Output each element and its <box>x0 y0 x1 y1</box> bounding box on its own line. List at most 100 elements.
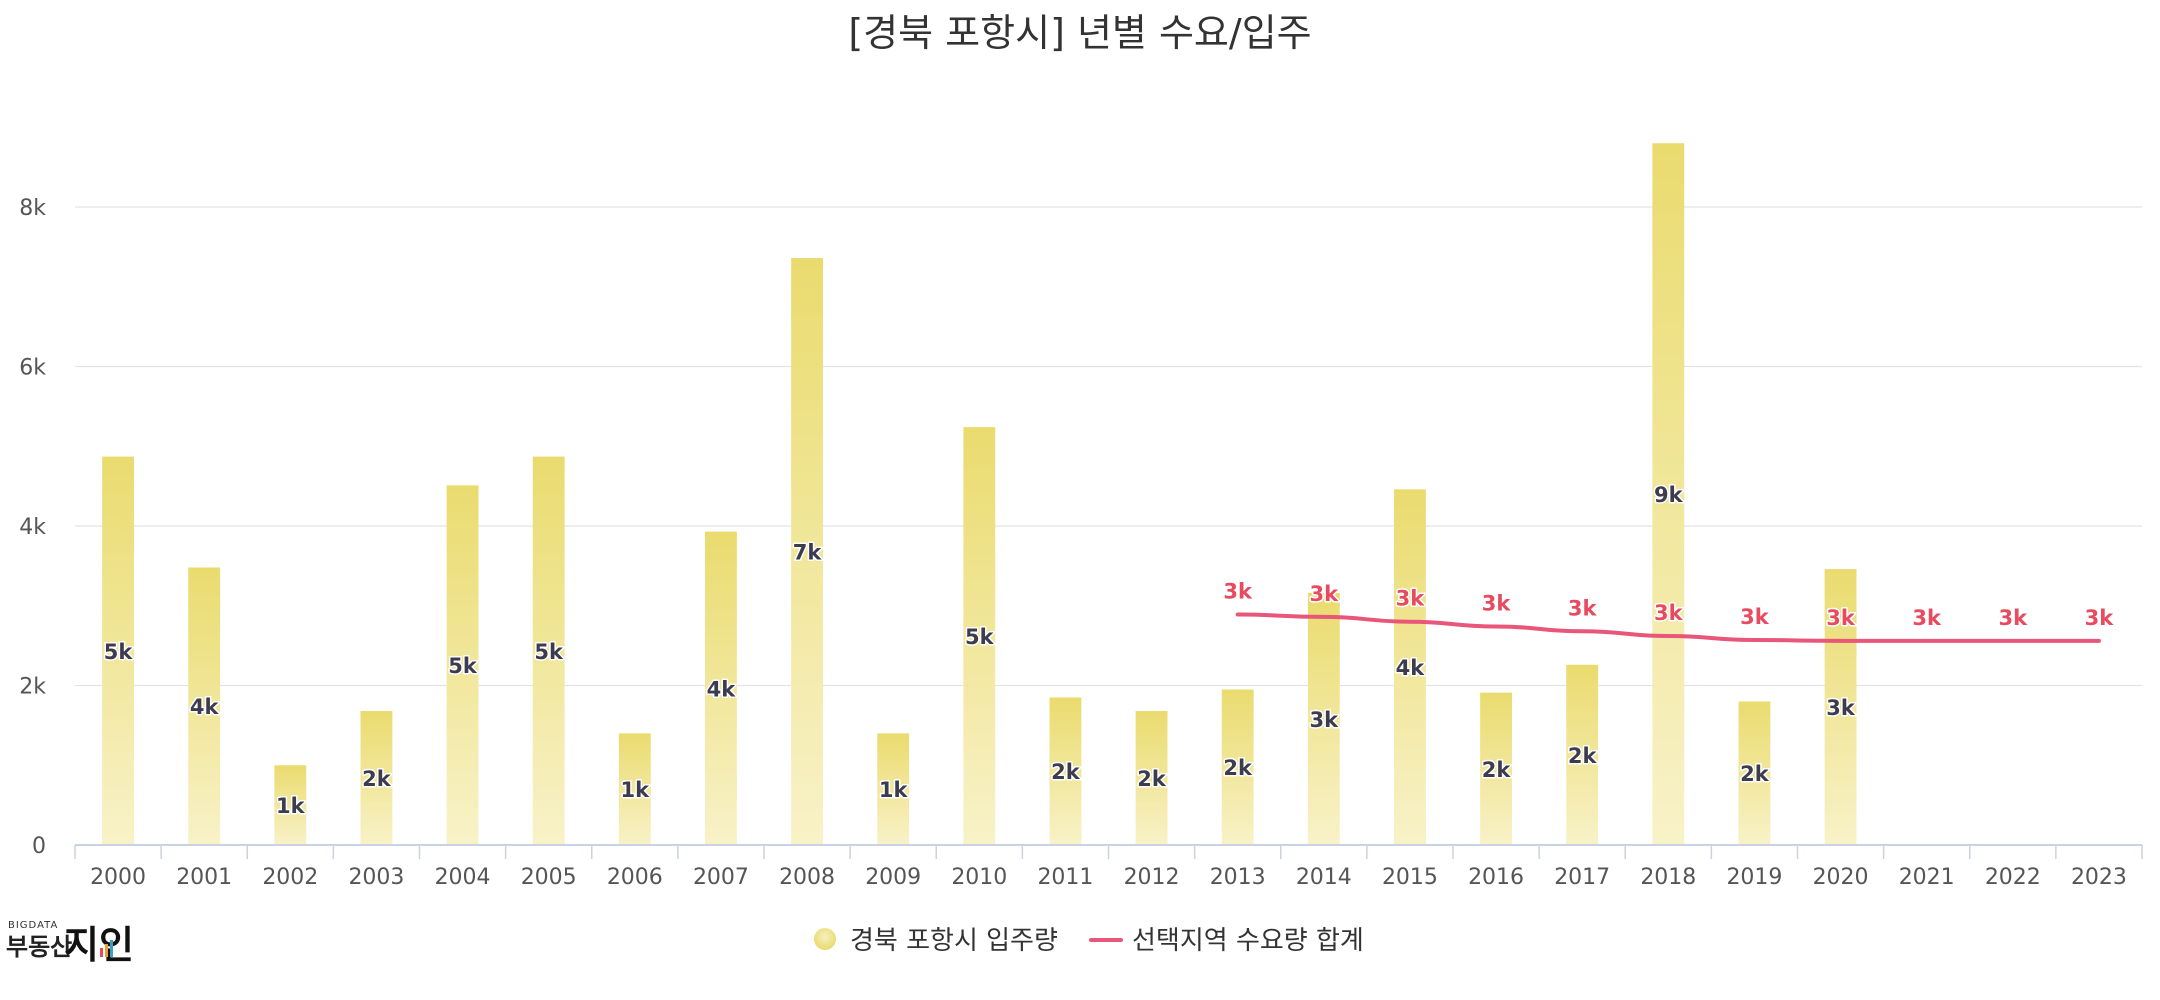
legend-item-line[interactable]: 선택지역 수요량 합계 <box>1089 926 1364 956</box>
bar-label-2005: 5k <box>534 640 564 664</box>
bar-2005[interactable] <box>532 456 565 845</box>
x-tick-label: 2011 <box>1037 865 1093 890</box>
bar-2017[interactable] <box>1566 664 1599 845</box>
x-tick-label: 2018 <box>1640 865 1696 890</box>
x-tick-label: 2012 <box>1124 865 1180 890</box>
x-tick-label: 2016 <box>1468 865 1524 890</box>
bar-2000[interactable] <box>102 456 134 845</box>
x-tick-label: 2009 <box>865 865 921 890</box>
x-tick-label: 2001 <box>176 865 232 890</box>
bar-label-2008: 7k <box>793 541 823 565</box>
x-tick-label: 2000 <box>90 865 146 890</box>
x-tick-label: 2021 <box>1899 865 1955 890</box>
x-tick-label: 2003 <box>348 865 404 890</box>
line-label-2021: 3k <box>1912 606 1942 630</box>
logo-main-text: 부동산 <box>6 933 72 961</box>
legend[interactable]: 경북 포항시 입주량 선택지역 수요량 합계 <box>814 926 1364 956</box>
bar-2002[interactable] <box>274 765 307 845</box>
bar-label-2013: 2k <box>1223 756 1253 780</box>
bar-2018[interactable] <box>1652 143 1685 845</box>
bar-2001[interactable] <box>188 567 221 845</box>
x-tick-label: 2007 <box>693 865 749 890</box>
bar-label-2001: 4k <box>190 695 220 719</box>
legend-item-bar[interactable]: 경북 포항시 입주량 <box>814 926 1058 956</box>
bar-label-2002: 1k <box>276 794 306 818</box>
bar-label-2015: 4k <box>1396 656 1426 680</box>
bar-2004[interactable] <box>446 485 479 845</box>
bar-label-2007: 4k <box>707 677 737 701</box>
logo-bar-blue <box>110 940 113 957</box>
bar-2012[interactable] <box>1135 711 1168 845</box>
x-tick-label: 2005 <box>521 865 577 890</box>
bar-data-labels: 5k 4k 1k 2k 5k 5k 1k 4k 7k 1k 5k 2k 2k 2k 3k 4k 2k 2k 9k 2k… <box>102 482 1857 820</box>
line-label-2018: 3k <box>1654 601 1684 625</box>
bar-label-2003: 2k <box>362 767 392 791</box>
line-label-2015: 3k <box>1396 587 1426 611</box>
bar-2014[interactable] <box>1307 592 1340 845</box>
y-tick-label: 8k <box>19 196 46 221</box>
demand-line[interactable] <box>1235 612 2101 643</box>
logo-bigdata-text: BIGDATA <box>8 920 58 931</box>
logo: BIGDATA 부동산 지인 <box>6 920 134 967</box>
bar-2006[interactable] <box>618 733 651 845</box>
gridlines <box>75 206 2142 687</box>
x-tick-label: 2002 <box>262 865 318 890</box>
line-series <box>1235 612 2101 643</box>
bar-2011[interactable] <box>1049 697 1082 845</box>
bar-2008[interactable] <box>791 258 823 845</box>
bar-2007[interactable] <box>705 531 737 845</box>
x-tick-label: 2010 <box>951 865 1007 890</box>
x-tick-label: 2008 <box>779 865 835 890</box>
bar-2003[interactable] <box>360 711 393 845</box>
bar-label-2017: 2k <box>1568 744 1598 768</box>
x-tick-label: 2015 <box>1382 865 1438 890</box>
logo-brand-text: 지인 <box>64 923 134 967</box>
bar-2015[interactable] <box>1394 489 1426 845</box>
bar-label-2011: 2k <box>1051 760 1081 784</box>
x-tick-label: 2004 <box>435 865 491 890</box>
y-axis: 0 2k 4k 6k 8k <box>19 196 46 859</box>
bar-2013[interactable] <box>1221 689 1254 845</box>
bar-2009[interactable] <box>877 733 910 845</box>
bar-label-2012: 2k <box>1137 767 1167 791</box>
bar-label-2004: 5k <box>448 654 478 678</box>
x-tick-label: 2019 <box>1726 865 1782 890</box>
bar-label-2018: 9k <box>1654 483 1684 507</box>
bar-2019[interactable] <box>1738 701 1771 845</box>
line-label-2014: 3k <box>1310 582 1340 606</box>
bar-label-2010: 5k <box>965 625 995 649</box>
x-tick-label: 2014 <box>1296 865 1352 890</box>
legend-line-label: 선택지역 수요량 합계 <box>1132 926 1364 956</box>
line-label-2013: 3k <box>1223 580 1253 604</box>
bar-2010[interactable] <box>963 427 996 845</box>
logo-bar-orange <box>105 944 108 957</box>
x-tick-label: 2013 <box>1210 865 1266 890</box>
bar-series <box>102 143 1857 845</box>
legend-bar-marker <box>814 928 836 950</box>
x-axis: 2000 2001 2002 2003 2004 2005 2006 2007 2008 2009… <box>74 844 2143 890</box>
bar-label-2009: 1k <box>879 778 909 802</box>
line-label-2016: 3k <box>1482 591 1512 615</box>
bar-label-2020: 3k <box>1826 696 1856 720</box>
line-data-labels: 3k 3k 3k 3k 3k 3k 3k 3k 3k 3k 3k <box>1222 578 2116 631</box>
line-label-2019: 3k <box>1740 605 1770 629</box>
logo-bar-red <box>100 948 103 957</box>
y-tick-label: 2k <box>19 675 46 700</box>
y-tick-label: 6k <box>19 356 46 381</box>
bar-label-2019: 2k <box>1740 762 1770 786</box>
x-tick-label: 2020 <box>1813 865 1869 890</box>
y-tick-label: 0 <box>32 834 46 859</box>
line-label-2017: 3k <box>1568 596 1598 620</box>
x-tick-label: 2023 <box>2071 865 2127 890</box>
line-label-2020: 3k <box>1826 606 1856 630</box>
bar-2020[interactable] <box>1824 569 1857 845</box>
x-tick-label: 2017 <box>1554 865 1610 890</box>
bar-label-2014: 3k <box>1310 708 1340 732</box>
line-label-2023: 3k <box>2085 606 2115 630</box>
chart-title: [경북 포항시] 년별 수요/입주 <box>848 11 1311 55</box>
x-tick-label: 2006 <box>607 865 663 890</box>
x-tick-label: 2022 <box>1985 865 2041 890</box>
bar-2016[interactable] <box>1480 692 1512 845</box>
y-tick-label: 4k <box>19 515 46 540</box>
